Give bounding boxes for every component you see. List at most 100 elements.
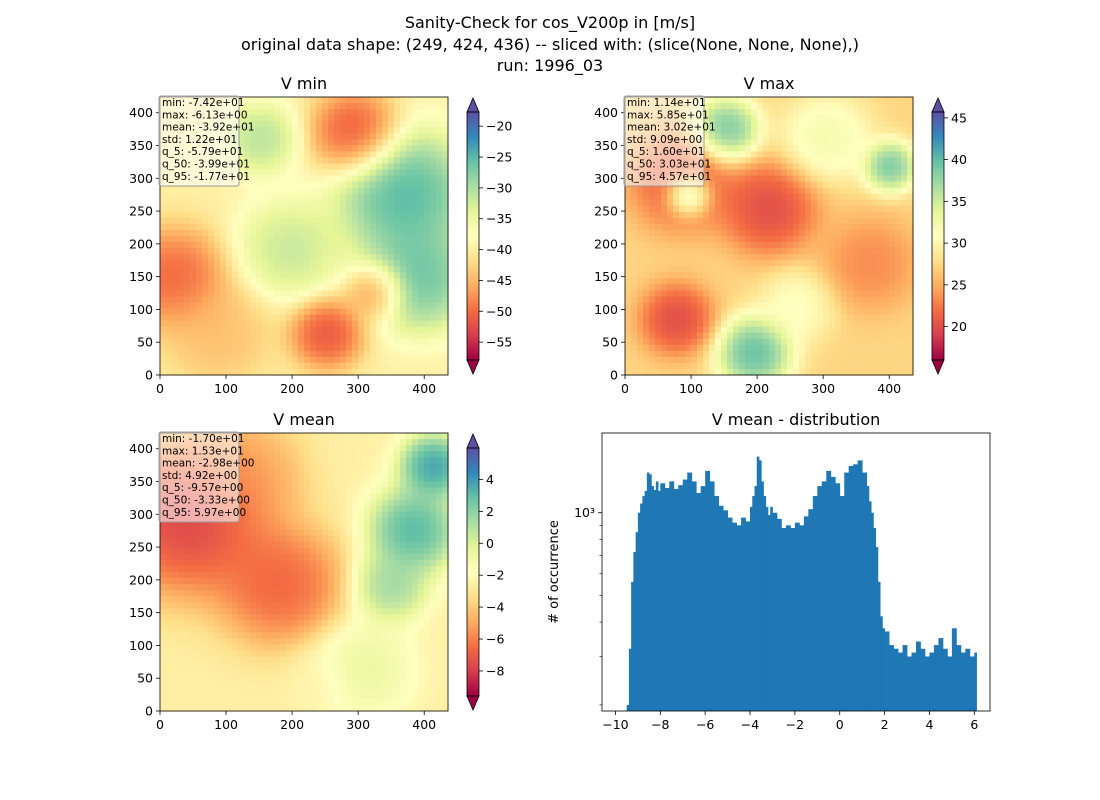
heatmap-cell bbox=[847, 151, 854, 159]
heatmap-cell bbox=[835, 284, 842, 291]
heatmap-cell bbox=[202, 260, 209, 267]
heatmap-cell bbox=[376, 97, 383, 104]
heatmap-cell bbox=[406, 368, 413, 376]
heatmap-cell bbox=[721, 229, 728, 237]
heatmap-cell bbox=[859, 151, 866, 159]
heatmap-cell bbox=[703, 181, 710, 189]
heatmap-cell bbox=[430, 320, 437, 328]
heatmap-cell bbox=[232, 296, 239, 304]
heatmap-cell bbox=[352, 133, 359, 140]
heatmap-cell bbox=[292, 320, 299, 328]
heatmap-cell bbox=[328, 121, 335, 128]
heatmap-cell bbox=[637, 320, 644, 328]
heatmap-cell bbox=[817, 302, 824, 310]
heatmap-cell bbox=[358, 439, 365, 446]
heatmap-cell bbox=[835, 193, 842, 201]
heatmap-cell bbox=[835, 320, 842, 328]
heatmap-cell bbox=[751, 199, 758, 207]
heatmap-cell bbox=[835, 175, 842, 183]
heatmap-cell bbox=[859, 193, 866, 201]
heatmap-cell bbox=[793, 115, 800, 122]
heatmap-cell bbox=[340, 338, 347, 346]
heatmap-cell bbox=[328, 332, 335, 340]
heatmap-cell bbox=[274, 223, 281, 231]
heatmap-cell bbox=[769, 368, 776, 376]
heatmap-cell bbox=[637, 260, 644, 267]
heatmap-cell bbox=[166, 205, 173, 213]
heatmap-cell bbox=[166, 308, 173, 316]
heatmap-cell bbox=[304, 205, 311, 213]
heatmap-cell bbox=[268, 338, 275, 346]
heatmap-cell bbox=[424, 248, 431, 255]
heatmap-cell bbox=[232, 350, 239, 358]
heatmap-cell bbox=[859, 157, 866, 165]
heatmap-cell bbox=[793, 272, 800, 279]
heatmap-cell bbox=[829, 139, 836, 146]
heatmap-cell bbox=[388, 157, 395, 165]
heatmap-cell bbox=[334, 284, 341, 291]
heatmap-cell bbox=[304, 133, 311, 140]
heatmap-cell bbox=[787, 169, 794, 177]
heatmap-cell bbox=[853, 242, 860, 249]
heatmap-cell bbox=[292, 109, 299, 116]
heatmap-cell bbox=[388, 205, 395, 213]
heatmap-cell bbox=[847, 103, 854, 110]
heatmap-cell bbox=[274, 296, 281, 304]
heatmap-cell bbox=[757, 356, 764, 364]
heatmap-cell bbox=[394, 481, 401, 488]
heatmap-cell bbox=[901, 314, 908, 322]
heatmap-cell bbox=[889, 157, 896, 165]
heatmap-cell bbox=[262, 229, 269, 237]
heatmap-cell bbox=[901, 302, 908, 310]
heatmap-cell bbox=[424, 314, 431, 322]
heatmap-cell bbox=[292, 463, 299, 470]
heatmap-cell bbox=[853, 350, 860, 358]
heatmap-cell bbox=[280, 332, 287, 340]
heatmap-cell bbox=[661, 362, 668, 370]
heatmap-cell bbox=[727, 362, 734, 370]
heatmap-cell bbox=[775, 290, 782, 298]
heatmap-cell bbox=[250, 344, 257, 352]
heatmap-cell bbox=[322, 109, 329, 116]
heatmap-cell bbox=[823, 296, 830, 304]
heatmap-cell bbox=[715, 139, 722, 146]
heatmap-cell bbox=[274, 439, 281, 446]
heatmap-cell bbox=[352, 157, 359, 165]
heatmap-cell bbox=[733, 290, 740, 298]
heatmap-cell bbox=[625, 308, 632, 316]
heatmap-cell bbox=[256, 248, 263, 255]
heatmap-cell bbox=[334, 314, 341, 322]
heatmap-cell bbox=[424, 469, 431, 476]
heatmap-cell bbox=[412, 254, 419, 261]
heatmap-cell bbox=[310, 103, 317, 110]
heatmap-cell bbox=[430, 439, 437, 446]
heatmap-cell bbox=[691, 223, 698, 231]
heatmap-cell bbox=[430, 481, 437, 488]
heatmap-cell bbox=[661, 356, 668, 364]
heatmap-cell bbox=[310, 97, 317, 104]
heatmap-cell bbox=[751, 127, 758, 134]
heatmap-cell bbox=[799, 254, 806, 261]
heatmap-cell bbox=[793, 314, 800, 322]
heatmap-cell bbox=[715, 362, 722, 370]
heatmap-cell bbox=[637, 187, 644, 195]
heatmap-cell bbox=[244, 260, 251, 267]
stats-line: q_95: -1.77e+01 bbox=[162, 171, 250, 183]
heatmap-cell bbox=[697, 223, 704, 231]
heatmap-cell bbox=[340, 254, 347, 261]
heatmap-cell bbox=[274, 229, 281, 237]
heatmap-cell bbox=[799, 205, 806, 213]
heatmap-cell bbox=[751, 109, 758, 116]
heatmap-cell bbox=[895, 205, 902, 213]
heatmap-cell bbox=[196, 199, 203, 207]
heatmap-cell bbox=[829, 302, 836, 310]
heatmap-cell bbox=[781, 145, 788, 152]
heatmap-cell bbox=[238, 481, 245, 488]
heatmap-cell bbox=[865, 284, 872, 291]
heatmap-cell bbox=[328, 242, 335, 249]
heatmap-cell bbox=[823, 157, 830, 165]
heatmap-cell bbox=[667, 308, 674, 316]
heatmap-cell bbox=[268, 139, 275, 146]
